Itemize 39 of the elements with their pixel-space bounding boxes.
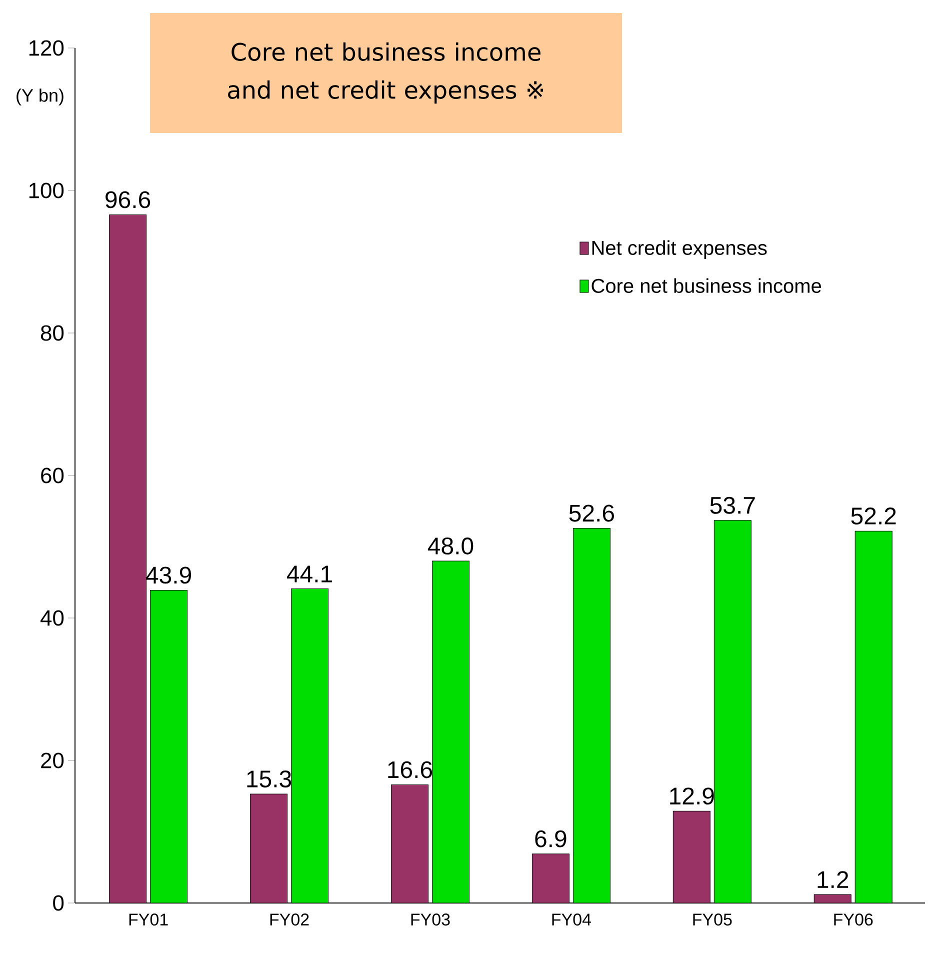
y-tick-label: 20 <box>41 752 64 768</box>
bar <box>150 590 188 903</box>
data-label: 52.6 <box>569 504 614 522</box>
legend-label: Core net business income <box>592 278 822 293</box>
data-label: 96.6 <box>106 191 150 208</box>
bar <box>109 214 147 903</box>
x-tick-label: FY04 <box>552 914 592 926</box>
y-tick-label: 0 <box>53 895 64 911</box>
bar <box>250 794 288 903</box>
bar <box>532 854 570 903</box>
bar <box>390 784 428 903</box>
data-label: 15.3 <box>247 770 292 788</box>
bar <box>854 530 892 903</box>
x-tick-label: FY02 <box>270 914 309 926</box>
y-tick-label: 60 <box>41 468 64 484</box>
bar <box>672 810 710 903</box>
bar <box>714 520 752 903</box>
text: Core net business income and net credit expenses ※ <box>228 42 544 104</box>
data-label: 6.9 <box>535 830 566 848</box>
y-tick-label: 80 <box>40 325 64 341</box>
y-tick-label: 40 <box>40 610 64 626</box>
data-label: 1.2 <box>818 871 848 888</box>
x-tick-label: FY01 <box>129 914 168 926</box>
data-label: 16.6 <box>388 761 432 778</box>
x-tick-label: FY03 <box>411 914 450 926</box>
x-tick-label: FY05 <box>693 914 732 926</box>
data-label: 52.2 <box>851 508 896 525</box>
y-axis-title: (Y bn) <box>16 88 64 106</box>
y-tick-label: 120 <box>29 40 64 56</box>
data-label: 53.7 <box>710 496 755 514</box>
y-tick-label: 100 <box>29 182 64 198</box>
data-label: 48.0 <box>428 537 474 554</box>
bar <box>572 528 610 903</box>
bar <box>291 588 329 903</box>
legend-label: Net credit expenses <box>592 240 767 259</box>
data-label: 44.1 <box>286 566 332 582</box>
bar <box>432 560 470 903</box>
x-tick-label: FY06 <box>834 914 873 926</box>
data-label: 12.9 <box>670 788 714 805</box>
